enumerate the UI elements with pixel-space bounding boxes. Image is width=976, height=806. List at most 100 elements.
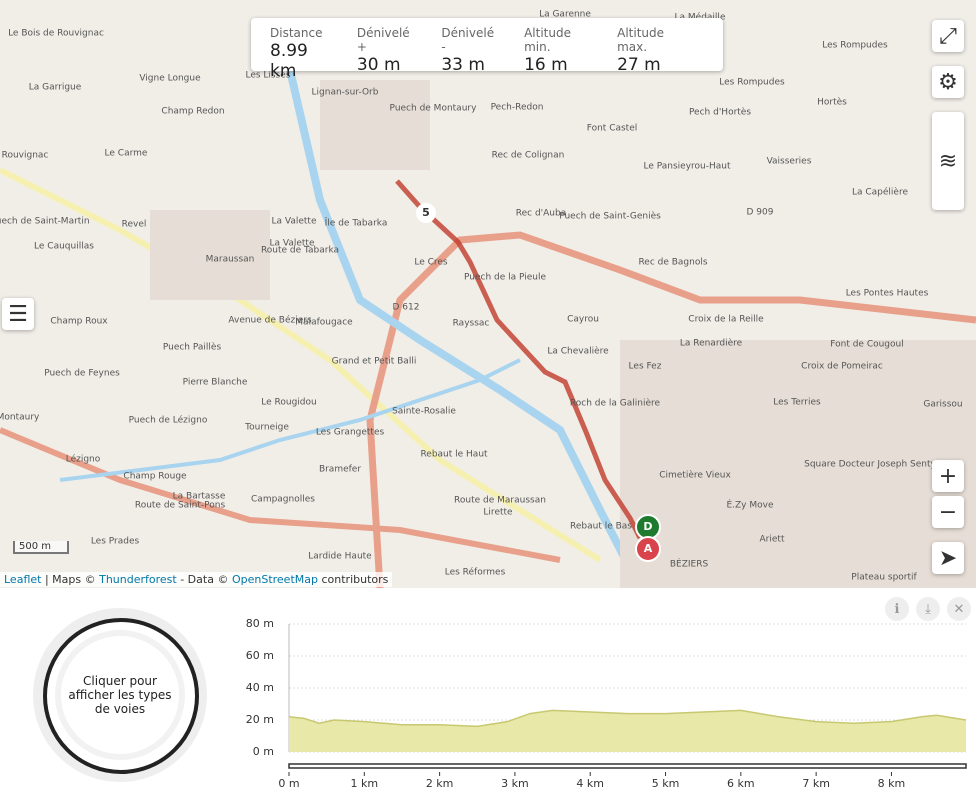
place-label: Garissou — [923, 400, 962, 410]
place-label: Font Castel — [587, 124, 638, 134]
stat-value: 27 m — [617, 55, 661, 75]
text: | Maps © — [44, 573, 96, 586]
place-label: Square Docteur Joseph Senty — [804, 460, 936, 470]
place-label: La Chevalière — [547, 346, 609, 357]
place-label: Font de Cougoul — [830, 340, 904, 350]
y-tick-label: 0 m — [253, 745, 274, 758]
place-label: Rebaut le Haut — [420, 450, 488, 460]
place-label: Le Bois de Rouvignac — [8, 29, 104, 39]
place-label: Revel — [122, 220, 147, 230]
place-label: Puech de Montaury — [390, 104, 478, 114]
place-label: Les Réformes — [445, 567, 506, 578]
stats-box: Distance 8.99 km Dénivelé +30 m Dénivelé -3… — [251, 18, 723, 81]
place-label: BÉZIERS — [670, 558, 709, 570]
link[interactable]: Leaflet — [4, 573, 42, 586]
stat-label: Dénivelé - — [441, 26, 495, 54]
place-label: Ariett — [760, 535, 785, 545]
place-label: La Valette — [270, 239, 315, 249]
x-tick-label: 5 km — [652, 777, 680, 790]
place-label: Rouvignac — [2, 151, 49, 161]
place-label: Route de Saint-Pons — [135, 501, 226, 511]
place-label: Les Prades — [91, 537, 140, 547]
text: - Data © — [180, 573, 229, 586]
place-label: Le Pansieyrou-Haut — [643, 162, 730, 172]
x-tick-label: 1 km — [351, 777, 379, 790]
y-tick-label: 20 m — [246, 713, 274, 726]
place-label: Puech de Saint-Martin — [0, 217, 90, 227]
road-types-text[interactable]: Cliquer pour afficher les types de voies — [61, 636, 179, 754]
info-button[interactable]: ℹ — [885, 597, 909, 621]
stat: Altitude min. 16 m — [524, 26, 587, 75]
place-label: Vigne Longue — [139, 74, 201, 84]
link[interactable]: Thunderforest — [99, 573, 177, 586]
place-label: Maraussan — [206, 255, 255, 265]
place-label: Lézigno — [66, 454, 101, 465]
stat: Dénivelé +30 m — [356, 26, 411, 75]
place-label: Les Terries — [773, 398, 821, 408]
place-label: Tourneige — [244, 423, 289, 433]
place-label: Bramefer — [319, 465, 361, 475]
place-label: Le Cauquillas — [34, 242, 94, 252]
place-label: É.Zy Move — [726, 499, 773, 511]
fullscreen-button[interactable]: ⤢ — [932, 20, 964, 52]
place-label: Champ Roux — [50, 317, 108, 327]
place-label: Avenue de Béziers — [228, 315, 312, 326]
place-label: Vaisseries — [767, 157, 812, 167]
marker-label: 5 — [422, 206, 430, 219]
settings-button[interactable]: ⚙ — [932, 66, 964, 98]
stat: Distance 8.99 km — [270, 26, 327, 81]
text: contributors — [321, 573, 389, 586]
place-label: Campagnolles — [251, 495, 315, 505]
place-label: Puech de Lézigno — [129, 415, 208, 426]
place-label: Les Rompudes — [719, 78, 785, 88]
place-label: Les Lisses — [245, 71, 290, 81]
marker — [416, 203, 436, 223]
locate-button[interactable]: ➤ — [932, 542, 964, 574]
marker — [635, 536, 661, 562]
download-button[interactable]: ⤓ — [916, 597, 940, 621]
x-tick-label: 4 km — [576, 777, 604, 790]
stat-value: 16 m — [524, 55, 568, 75]
place-label: Puech de la Pieule — [464, 273, 546, 283]
place-label: Rec de Bagnols — [638, 258, 707, 268]
place-label: Champ Redon — [161, 107, 224, 117]
place-label: Grand et Petit Balli — [332, 357, 417, 367]
road-types-donut[interactable]: Cliquer pour afficher les types de voies — [33, 608, 207, 782]
zoom-in[interactable]: + — [932, 460, 964, 492]
x-tick-label: 2 km — [426, 777, 454, 790]
place-label: La Médaille — [675, 12, 726, 23]
link[interactable]: OpenStreetMap — [231, 573, 318, 586]
stat: Dénivelé -33 m — [441, 26, 495, 75]
place-label: Croix de la Reille — [688, 315, 764, 325]
close-button[interactable]: ✕ — [947, 597, 971, 621]
stat-label: Dénivelé + — [356, 26, 410, 54]
zoom-out[interactable]: − — [932, 496, 964, 528]
place-label: Les Fez — [629, 362, 662, 372]
place-label: Pech-Redon — [491, 103, 544, 113]
place-label: La Valette — [272, 217, 317, 227]
place-label: Montaury — [0, 413, 40, 423]
place-label: Rec d'Auba — [516, 209, 566, 219]
stat-label: Distance — [270, 26, 323, 40]
x-tick-label: 6 km — [727, 777, 755, 790]
stat-value: 33 m — [441, 55, 485, 75]
x-tick-label: 7 km — [802, 777, 830, 790]
place-label: D 612 — [393, 303, 420, 313]
stat-label: Altitude min. — [524, 26, 571, 54]
place-label: Le Cres — [414, 258, 448, 268]
place-label: Lardide Haute — [308, 552, 372, 562]
marker-label: D — [643, 520, 652, 533]
place-label: Le Rougidou — [261, 398, 316, 408]
y-tick-label: 80 m — [246, 617, 274, 630]
elevation-line — [288, 709, 967, 728]
map[interactable]: Le Bois de Rouvignac La Garenne La Médaill… — [0, 0, 976, 588]
menu-button[interactable]: ☰ — [2, 298, 34, 330]
place-label: Lignan-sur-Orb — [312, 88, 379, 98]
marker-label: A — [644, 542, 653, 555]
stat-label: Altitude max. — [617, 26, 665, 54]
place-label: Puech de Feynes — [44, 369, 120, 379]
place-label: La Garenne — [539, 10, 591, 20]
layers-button[interactable]: ≋ — [932, 112, 964, 210]
y-tick-label: 60 m — [246, 649, 274, 662]
